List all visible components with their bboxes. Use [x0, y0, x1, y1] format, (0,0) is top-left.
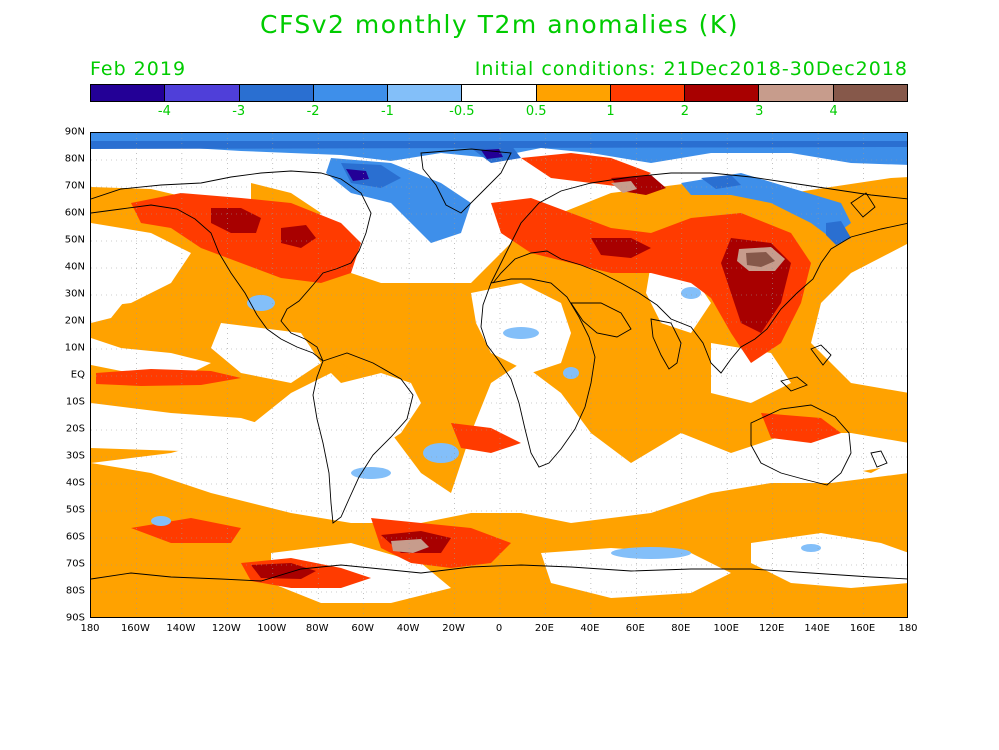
- lat-tick-label: 40S: [65, 477, 85, 489]
- anomaly-map: [90, 132, 908, 618]
- anomaly-band-neg-2-neg-1: [91, 141, 907, 245]
- lon-tick-label: 40E: [580, 623, 600, 634]
- lat-tick-label: 60N: [64, 207, 85, 219]
- legend-swatch: [759, 85, 834, 101]
- legend-swatch: [388, 85, 463, 101]
- anomaly-fill-layer: [91, 133, 907, 617]
- initial-conditions-label: Initial conditions: 21Dec2018-30Dec2018: [474, 58, 908, 80]
- lon-tick-label: 180: [80, 623, 100, 634]
- lat-tick-label: 50S: [65, 504, 85, 516]
- lon-tick-label: 160E: [849, 623, 876, 634]
- coastlines: [91, 148, 907, 582]
- lon-tick-label: 0: [495, 623, 503, 634]
- lon-tick-label: 80E: [671, 623, 691, 634]
- lon-tick-label: 60W: [351, 623, 374, 634]
- lat-tick-label: 80N: [64, 153, 85, 165]
- anomaly-band-lt-neg-4: [346, 149, 503, 181]
- lon-tick-label: 100W: [257, 623, 287, 634]
- legend-swatch: [239, 85, 314, 101]
- lat-tick-label: 40N: [64, 261, 85, 273]
- legend-swatch: [313, 85, 389, 101]
- legend-label: 3: [755, 104, 764, 119]
- legend-label: -4: [157, 104, 171, 119]
- legend-swatch: [685, 85, 760, 101]
- lon-tick-label: 140W: [166, 623, 196, 634]
- legend-label: -3: [232, 104, 246, 119]
- legend-label: 1: [606, 104, 615, 119]
- legend-swatch: [833, 85, 907, 101]
- lon-tick-label: 100E: [713, 623, 739, 634]
- legend-label: 2: [680, 104, 690, 119]
- lat-tick-label: 20N: [64, 315, 85, 327]
- lat-tick-label: 10S: [65, 396, 85, 408]
- anomaly-band-neg-0.5-small: [151, 287, 821, 559]
- lon-tick-label: 20E: [534, 623, 554, 634]
- lat-tick-label: 30S: [65, 450, 85, 462]
- anomaly-map-svg: [91, 133, 907, 617]
- lat-tick-label: 70S: [65, 558, 85, 570]
- graticule: [91, 133, 907, 617]
- lat-tick-label: 80S: [65, 585, 85, 597]
- valid-month-label: Feb 2019: [90, 58, 187, 80]
- legend-swatch: [536, 85, 611, 101]
- lon-tick-label: 20W: [442, 623, 465, 634]
- legend-label: -0.5: [449, 104, 475, 119]
- lat-tick-label: 10N: [64, 342, 85, 354]
- lat-tick-label: 90S: [65, 612, 85, 624]
- lon-tick-label: 80W: [305, 623, 329, 634]
- legend-label: 4: [829, 104, 838, 119]
- color-legend-bar: [90, 84, 908, 102]
- legend-swatch: [165, 85, 240, 101]
- color-legend-labels: -4 -3 -2 -1 -0.5 0.5 1 2 3 4: [90, 104, 908, 122]
- legend-label: -2: [306, 104, 320, 119]
- lon-tick-label: 140E: [804, 623, 830, 634]
- lon-tick-label: 40W: [396, 623, 420, 634]
- lon-tick-label: 160W: [120, 623, 150, 634]
- lon-tick-label: 120E: [758, 623, 785, 634]
- legend-swatch: [91, 85, 166, 101]
- lat-tick-label: 90N: [64, 126, 85, 138]
- lon-tick-label: 120W: [211, 623, 241, 634]
- anomaly-band-gt-4: [746, 252, 775, 267]
- legend-label: 0.5: [525, 104, 547, 119]
- legend-swatch: [462, 85, 537, 101]
- lon-tick-label: 180: [898, 623, 918, 634]
- lat-tick-label: EQ: [70, 369, 85, 381]
- legend-swatch: [610, 85, 686, 101]
- lat-tick-label: 60S: [65, 531, 85, 543]
- lat-tick-label: 50N: [64, 234, 85, 246]
- legend-label: -1: [380, 104, 394, 119]
- lon-tick-label: 60E: [625, 623, 645, 634]
- map-title: CFSv2 monthly T2m anomalies (K): [260, 10, 739, 39]
- lat-tick-label: 30N: [64, 288, 85, 300]
- lat-tick-label: 70N: [64, 180, 85, 192]
- lat-tick-label: 20S: [65, 423, 85, 435]
